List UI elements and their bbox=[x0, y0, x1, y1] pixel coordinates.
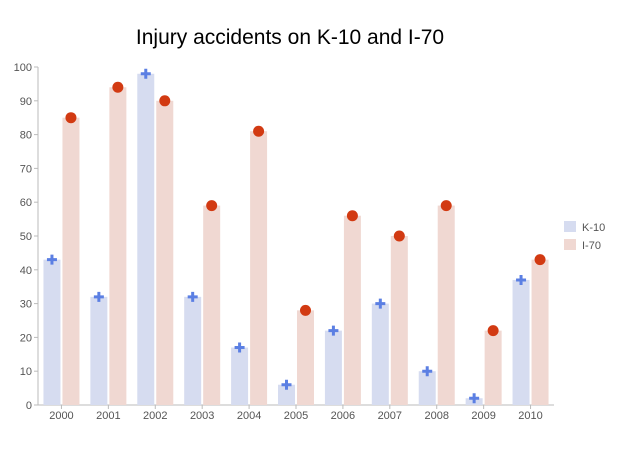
y-tick-label: 20 bbox=[20, 332, 32, 344]
x-axis-ticks: 2000 2001 2002 2003 2004 2005 2006 2007 2008 2009… bbox=[49, 405, 543, 422]
x-tick-label: 2002 bbox=[143, 410, 167, 422]
bar-i-70-2008 bbox=[437, 205, 455, 405]
x-tick-label: 2007 bbox=[378, 410, 402, 422]
y-tick-label: 80 bbox=[20, 130, 32, 142]
x-tick-label: 2001 bbox=[96, 410, 120, 422]
bar-k-10-2000 bbox=[43, 259, 61, 405]
y-tick-label: 10 bbox=[20, 366, 32, 378]
bar-k-10-2005 bbox=[278, 384, 295, 405]
x-tick-label: 2003 bbox=[190, 410, 214, 422]
point-i-70-2001 bbox=[112, 81, 124, 93]
bar-i-70-2010 bbox=[531, 259, 549, 405]
point-i-70-2007 bbox=[393, 230, 405, 242]
point-i-70-2000 bbox=[65, 112, 77, 124]
x-tick-label: 2008 bbox=[424, 410, 448, 422]
point-k-10-2005 bbox=[281, 379, 292, 390]
legend: K-10 I-70 bbox=[564, 221, 605, 252]
point-k-10-2008 bbox=[422, 366, 433, 377]
y-tick-label: 40 bbox=[20, 265, 32, 277]
y-tick-label: 100 bbox=[14, 62, 32, 74]
bar-i-70-2006 bbox=[343, 215, 361, 405]
point-i-70-2006 bbox=[346, 210, 358, 222]
bar-i-70-2009 bbox=[484, 330, 502, 405]
bar-i-70-2001 bbox=[109, 87, 127, 405]
bar-i-70-2003 bbox=[203, 205, 221, 405]
bar-k-10-2001 bbox=[90, 296, 108, 405]
legend-label-k-10: K-10 bbox=[582, 222, 605, 234]
point-k-10-2009 bbox=[469, 393, 480, 404]
bars-group bbox=[43, 73, 549, 406]
legend-swatch-k-10 bbox=[564, 221, 576, 232]
point-k-10-2004 bbox=[234, 342, 245, 353]
point-k-10-2001 bbox=[93, 291, 104, 302]
point-i-70-2008 bbox=[440, 200, 452, 212]
y-tick-label: 90 bbox=[20, 96, 32, 108]
bar-k-10-2007 bbox=[371, 303, 389, 405]
y-tick-label: 50 bbox=[20, 231, 32, 243]
point-i-70-2003 bbox=[206, 200, 218, 212]
x-tick-label: 2010 bbox=[518, 410, 542, 422]
point-i-70-2002 bbox=[159, 95, 171, 107]
point-i-70-2004 bbox=[253, 125, 265, 137]
bar-k-10-2002 bbox=[137, 73, 155, 405]
x-tick-label: 2009 bbox=[471, 410, 495, 422]
y-tick-label: 70 bbox=[20, 163, 32, 175]
bar-k-10-2010 bbox=[512, 279, 530, 405]
point-k-10-2002 bbox=[140, 68, 151, 79]
x-tick-label: 2004 bbox=[237, 410, 261, 422]
point-k-10-2003 bbox=[187, 291, 198, 302]
bar-k-10-2004 bbox=[231, 347, 249, 405]
markers-group bbox=[46, 68, 546, 404]
bar-i-70-2002 bbox=[156, 100, 174, 406]
bar-i-70-2004 bbox=[250, 131, 268, 405]
bar-i-70-2000 bbox=[62, 117, 80, 405]
x-tick-label: 2006 bbox=[331, 410, 355, 422]
x-tick-label: 2005 bbox=[284, 410, 308, 422]
bar-i-70-2005 bbox=[297, 310, 314, 405]
bar-i-70-2007 bbox=[390, 236, 408, 405]
bar-k-10-2006 bbox=[324, 330, 342, 405]
point-i-70-2010 bbox=[534, 254, 546, 266]
bar-k-10-2008 bbox=[418, 371, 436, 405]
point-k-10-2007 bbox=[375, 298, 386, 309]
y-tick-label: 30 bbox=[20, 299, 32, 311]
legend-label-i-70: I-70 bbox=[582, 240, 601, 252]
y-tick-label: 0 bbox=[26, 400, 32, 412]
point-k-10-2010 bbox=[516, 274, 527, 285]
x-tick-label: 2000 bbox=[49, 410, 73, 422]
point-k-10-2000 bbox=[46, 254, 57, 265]
bar-k-10-2003 bbox=[184, 296, 202, 405]
legend-swatch-i-70 bbox=[564, 239, 576, 250]
point-k-10-2006 bbox=[328, 325, 339, 336]
point-i-70-2005 bbox=[300, 304, 311, 316]
chart-title: Injury accidents on K-10 and I-70 bbox=[135, 26, 445, 49]
y-axis-ticks: 0 10 20 30 40 50 60 70 80 90 100 bbox=[14, 62, 38, 412]
point-i-70-2009 bbox=[487, 325, 499, 337]
y-tick-label: 60 bbox=[20, 197, 32, 209]
